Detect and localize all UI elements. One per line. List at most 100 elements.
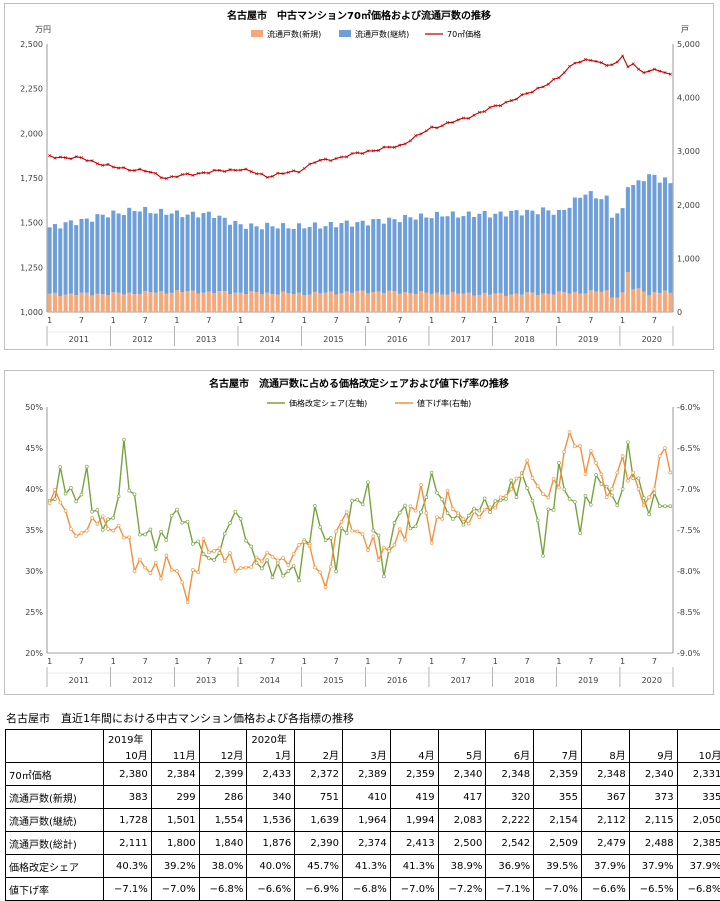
cut-rate-point (229, 552, 232, 555)
table-month-cell: 4月 (390, 746, 438, 763)
bar-continuing (180, 217, 184, 292)
chart1-month-tick: 1 (111, 316, 116, 325)
cut-rate-point (101, 515, 104, 518)
cut-rate-point (191, 568, 194, 571)
bar-continuing (562, 210, 566, 292)
cut-rate-point (531, 476, 534, 479)
bar-new (138, 294, 142, 312)
bar-new (599, 292, 603, 312)
chart2-month-tick: 1 (238, 657, 243, 666)
share-point (642, 497, 645, 500)
bar-new (392, 291, 396, 312)
bar-continuing (106, 217, 110, 295)
share-point (621, 488, 624, 491)
bar-continuing (186, 215, 190, 292)
share-point (91, 510, 94, 513)
bar-continuing (652, 175, 656, 292)
share-point (542, 554, 545, 557)
cut-rate-point (292, 552, 295, 555)
bar-new (546, 294, 550, 312)
cut-rate-point (48, 502, 51, 505)
bar-new (557, 291, 561, 312)
share-point (356, 498, 359, 501)
bar-new (345, 291, 349, 312)
bar-new (117, 293, 121, 312)
table-value-cell: 2,340 (438, 763, 486, 786)
cut-rate-point (658, 455, 661, 458)
bar-new (170, 293, 174, 312)
share-point (160, 530, 163, 533)
share-point (170, 514, 173, 517)
share-point (266, 559, 269, 562)
table-value-cell: 39.5% (534, 855, 582, 878)
bar-continuing (520, 215, 524, 294)
bar-continuing (541, 207, 545, 293)
share-point (404, 504, 407, 507)
share-point (510, 479, 513, 482)
chart1-year-label: 2013 (196, 335, 216, 344)
cut-rate-point (133, 570, 136, 573)
table-value-cell: 1,876 (247, 832, 295, 855)
bar-new (403, 292, 407, 312)
table-value-cell: 39.2% (151, 855, 199, 878)
bar-new (265, 293, 269, 312)
bar-continuing (228, 225, 232, 294)
bar-new (361, 291, 365, 312)
cut-rate-point (605, 496, 608, 499)
table-value-cell: 419 (390, 786, 438, 809)
cut-rate-point (579, 444, 582, 447)
bar-new (270, 294, 274, 312)
cut-rate-point (457, 512, 460, 515)
chart1-year-label: 2015 (323, 335, 343, 344)
bar-new (297, 293, 301, 312)
bar-continuing (170, 214, 174, 293)
bar-continuing (392, 219, 396, 291)
table-value-cell: −7.1% (486, 878, 534, 901)
cut-rate-point (181, 581, 184, 584)
share-point (75, 500, 78, 503)
share-point (531, 499, 534, 502)
cut-rate-point (557, 486, 560, 489)
chart2-year-label: 2014 (260, 676, 280, 685)
share-point (175, 508, 178, 511)
share-point (595, 473, 598, 476)
bar-continuing (212, 218, 216, 293)
share-point (149, 528, 152, 531)
table-value-cell: 2,154 (534, 809, 582, 832)
bar-new (175, 290, 179, 312)
bar-new (626, 272, 630, 312)
table-value-cell: 2,479 (581, 832, 629, 855)
price-stock-chart-panel: 名古屋市 中古マンション70㎡価格および流通戸数の推移 万円 戸 流通戸数(新規… (4, 3, 714, 350)
cut-rate-point (319, 571, 322, 574)
legend-swatch-continuing (339, 30, 351, 37)
table-row-label: 流通戸数(継続) (6, 809, 104, 832)
cut-rate-point (234, 570, 237, 573)
bar-continuing (430, 218, 434, 294)
bar-continuing (446, 216, 450, 294)
cut-rate-point (568, 431, 571, 434)
cut-rate-point (75, 535, 78, 538)
bar-new (520, 295, 524, 312)
bar-continuing (249, 223, 253, 291)
bar-new (493, 293, 497, 312)
table-year-cell (438, 730, 486, 747)
bar-continuing (525, 210, 529, 292)
table-value-cell: 1,554 (199, 809, 247, 832)
bar-continuing (610, 218, 614, 298)
cut-rate-point (499, 496, 502, 499)
cut-rate-point (420, 483, 423, 486)
table-value-cell: 40.0% (247, 855, 295, 878)
bar-continuing (599, 199, 603, 292)
share-point (85, 465, 88, 468)
chart2-right-tick-label: -8.5% (677, 608, 701, 617)
chart1-month-tick: 1 (302, 316, 307, 325)
share-point (568, 498, 571, 501)
cut-rate-point (223, 560, 226, 563)
cut-rate-point (414, 509, 417, 512)
cut-rate-point (218, 547, 221, 550)
bar-new (48, 294, 52, 312)
share-point (669, 505, 672, 508)
bar-continuing (594, 198, 598, 291)
chart2-month-tick: 7 (588, 657, 593, 666)
